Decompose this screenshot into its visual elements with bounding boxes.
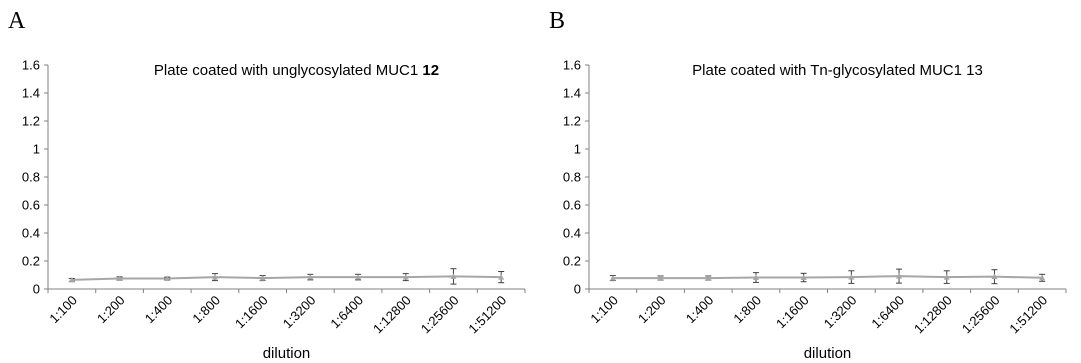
- x-tick-label: 1:12800: [911, 293, 955, 337]
- data-point-marker: [116, 275, 123, 281]
- x-tick-label: 1:800: [730, 293, 764, 327]
- data-point-marker: [609, 275, 616, 281]
- y-tick-label: 1.4: [22, 86, 40, 101]
- data-point-marker: [68, 276, 75, 283]
- chart-panel-b: B Plate coated with Tn-glycosylated MUC1…: [541, 0, 1081, 363]
- data-point-marker: [355, 274, 362, 280]
- panel-label: B: [549, 8, 566, 34]
- y-tick-label: 1.6: [22, 58, 40, 73]
- data-point-marker: [164, 275, 171, 281]
- y-tick-label: 1: [574, 142, 581, 157]
- y-tick-label: 0.2: [22, 254, 40, 269]
- x-tick-label: 1:25600: [959, 293, 1003, 337]
- data-point-marker: [705, 275, 712, 281]
- y-tick-label: 1.4: [563, 86, 581, 101]
- chart-title: Plate coated with Tn-glycosylated MUC1 1…: [692, 62, 983, 79]
- y-tick-label: 0.2: [563, 254, 581, 269]
- y-tick-label: 1: [33, 142, 40, 157]
- x-tick-label: 1:100: [587, 293, 621, 327]
- panel-label: A: [8, 8, 26, 34]
- y-tick-label: 1.2: [563, 114, 581, 129]
- x-tick-label: 1:1600: [773, 293, 812, 332]
- y-tick-label: 0.8: [563, 170, 581, 185]
- series-line: [612, 275, 1043, 280]
- y-tick-label: 0: [33, 282, 40, 297]
- data-point-marker: [498, 274, 505, 280]
- chart-title: Plate coated with unglycosylated MUC1 12: [154, 62, 439, 79]
- data-point-marker: [211, 274, 218, 280]
- chart-title-text: Plate coated with unglycosylated MUC1: [154, 62, 422, 79]
- y-tick-label: 0.4: [563, 226, 581, 241]
- x-tick-label: 1:3200: [821, 293, 860, 332]
- data-point-marker: [991, 273, 998, 280]
- chart-title-bold: 12: [422, 62, 439, 79]
- x-axis-title: dilution: [263, 345, 311, 362]
- x-tick-label: 1:400: [683, 293, 717, 327]
- x-tick-label: 1:100: [46, 293, 80, 327]
- x-tick-label: 1:51200: [1006, 293, 1050, 337]
- x-tick-label: 1:200: [635, 293, 669, 327]
- x-tick-label: 1:3200: [280, 293, 319, 332]
- y-tick-label: 0.6: [22, 198, 40, 213]
- y-tick-label: 0: [574, 282, 581, 297]
- y-tick-label: 1.2: [22, 114, 40, 129]
- y-tick-label: 0.8: [22, 170, 40, 185]
- data-point-marker: [848, 274, 855, 280]
- chart-panel-a: A Plate coated with unglycosylated MUC1 …: [0, 0, 540, 363]
- y-tick-label: 0.6: [563, 198, 581, 213]
- data-point-marker: [450, 273, 457, 279]
- data-point-marker: [752, 274, 759, 281]
- data-point-marker: [1039, 274, 1046, 281]
- chart-svg: Plate coated with Tn-glycosylated MUC1 1…: [563, 58, 1067, 362]
- data-point-marker: [943, 274, 950, 280]
- y-tick-label: 1.6: [563, 58, 581, 73]
- data-point-marker: [657, 275, 664, 281]
- y-tick-label: 0.4: [22, 226, 40, 241]
- x-axis-title: dilution: [804, 345, 852, 362]
- x-tick-label: 1:400: [142, 293, 176, 327]
- data-point-marker: [307, 274, 314, 280]
- chart-svg: Plate coated with unglycosylated MUC1 12…: [22, 58, 526, 362]
- x-tick-label: 1:12800: [370, 293, 414, 337]
- x-tick-label: 1:1600: [232, 293, 271, 332]
- series-line: [71, 275, 502, 281]
- x-tick-label: 1:6400: [868, 293, 907, 332]
- data-point-marker: [896, 273, 903, 279]
- chart-title-text: Plate coated with Tn-glycosylated MUC1 1…: [692, 62, 983, 79]
- x-tick-label: 1:800: [189, 293, 223, 327]
- x-tick-label: 1:51200: [465, 293, 509, 337]
- x-tick-label: 1:6400: [327, 293, 366, 332]
- data-point-marker: [800, 274, 807, 281]
- x-tick-label: 1:200: [94, 293, 128, 327]
- data-point-marker: [402, 274, 409, 280]
- data-point-marker: [259, 275, 266, 281]
- x-tick-label: 1:25600: [418, 293, 462, 337]
